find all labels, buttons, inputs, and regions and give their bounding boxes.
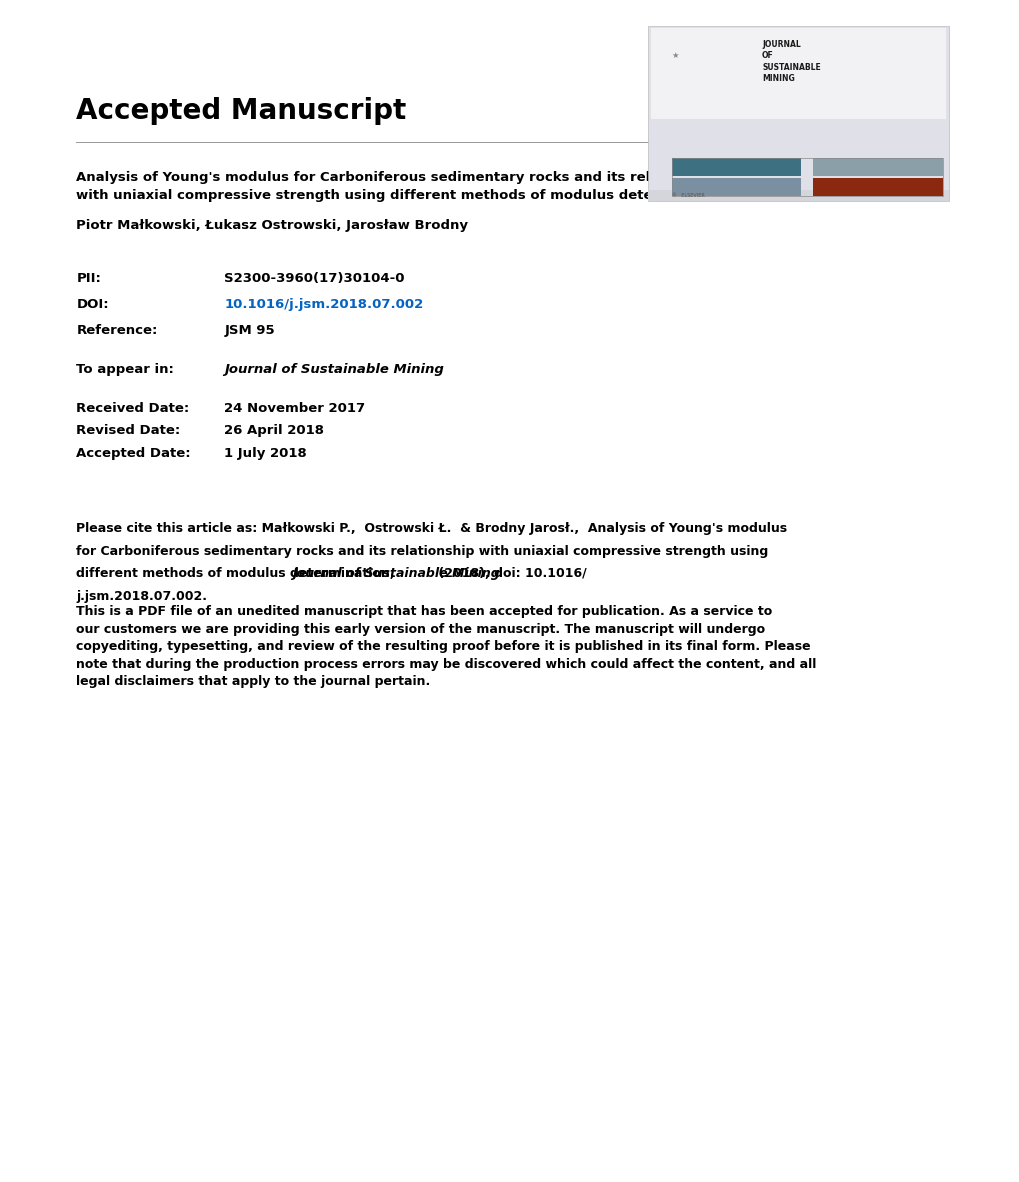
Text: j.jsm.2018.07.002.: j.jsm.2018.07.002. xyxy=(76,590,207,603)
Text: Please cite this article as: Małkowski P.,  Ostrowski Ł.  & Brodny Jarosł.,  Ana: Please cite this article as: Małkowski P… xyxy=(76,522,787,535)
Bar xyxy=(647,26,948,201)
Text: ®   ELSEVIER: ® ELSEVIER xyxy=(672,193,704,199)
Bar xyxy=(812,178,942,196)
Text: 24 November 2017: 24 November 2017 xyxy=(224,402,365,415)
Text: Reference:: Reference: xyxy=(76,324,158,337)
Text: for Carboniferous sedimentary rocks and its relationship with uniaxial compressi: for Carboniferous sedimentary rocks and … xyxy=(76,545,768,558)
Text: This is a PDF file of an unedited manuscript that has been accepted for publicat: This is a PDF file of an unedited manusc… xyxy=(76,605,816,688)
Text: Journal of Sustainable Mining: Journal of Sustainable Mining xyxy=(224,363,444,376)
Text: Piotr Małkowski, Łukasz Ostrowski, Jarosław Brodny: Piotr Małkowski, Łukasz Ostrowski, Jaros… xyxy=(76,219,468,232)
Text: different methods of modulus determination,: different methods of modulus determinati… xyxy=(76,567,399,580)
Text: ★: ★ xyxy=(672,51,679,60)
Text: S2300-3960(17)30104-0: S2300-3960(17)30104-0 xyxy=(224,272,405,285)
Text: To appear in:: To appear in: xyxy=(76,363,174,376)
Text: 26 April 2018: 26 April 2018 xyxy=(224,424,324,437)
Bar xyxy=(672,158,942,196)
Text: Journal of Sustainable Mining: Journal of Sustainable Mining xyxy=(291,567,499,580)
Bar xyxy=(672,178,800,196)
Text: PII:: PII: xyxy=(76,272,101,285)
Text: Accepted Manuscript: Accepted Manuscript xyxy=(76,97,407,125)
Text: JSM 95: JSM 95 xyxy=(224,324,275,337)
Text: 10.1016/j.jsm.2018.07.002: 10.1016/j.jsm.2018.07.002 xyxy=(224,298,423,311)
Bar xyxy=(672,158,800,176)
Text: Accepted Date:: Accepted Date: xyxy=(76,447,191,460)
Text: 1 July 2018: 1 July 2018 xyxy=(224,447,307,460)
Text: (2018), doi: 10.1016/: (2018), doi: 10.1016/ xyxy=(433,567,586,580)
Text: Received Date:: Received Date: xyxy=(76,402,190,415)
Text: DOI:: DOI: xyxy=(76,298,109,311)
Bar xyxy=(650,27,945,118)
Text: Revised Date:: Revised Date: xyxy=(76,424,180,437)
Bar xyxy=(647,190,948,201)
Bar xyxy=(812,158,942,176)
Text: JOURNAL
OF
SUSTAINABLE
MINING: JOURNAL OF SUSTAINABLE MINING xyxy=(761,40,820,84)
Text: Analysis of Young's modulus for Carboniferous sedimentary rocks and its relation: Analysis of Young's modulus for Carbonif… xyxy=(76,171,726,202)
